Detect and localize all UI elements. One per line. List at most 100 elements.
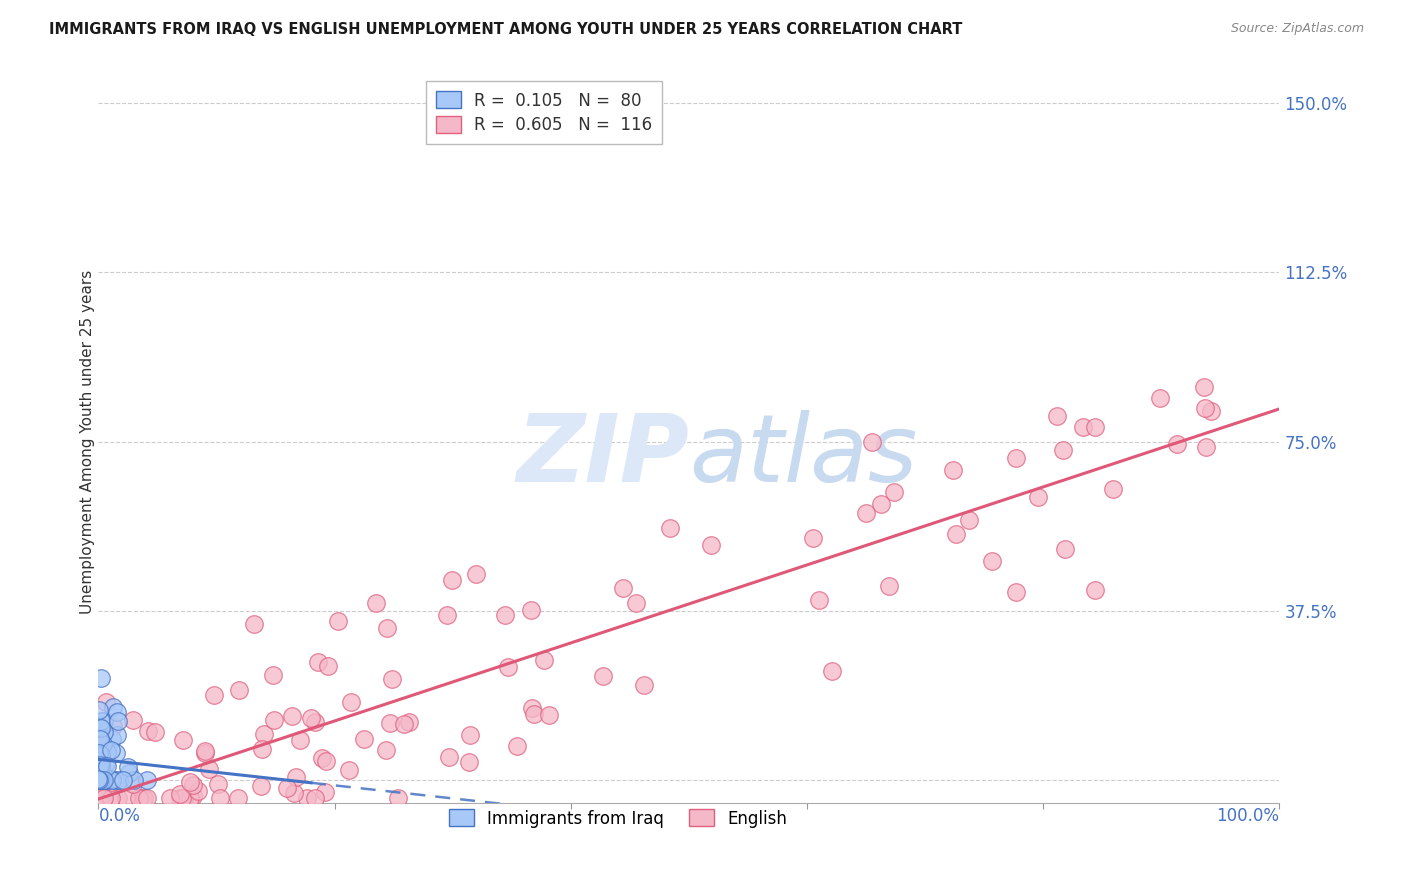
Point: [101, 774, 124, 789]
Point: [242, 616, 264, 631]
Point: [860, 435, 883, 450]
Point: [90, 741, 112, 756]
Point: [295, 791, 318, 805]
Point: [90, 757, 112, 772]
Point: [136, 791, 159, 805]
Legend: Immigrants from Iraq, English: Immigrants from Iraq, English: [443, 803, 794, 834]
Point: [801, 531, 824, 545]
Point: [249, 779, 271, 793]
Point: [93, 773, 115, 788]
Point: [304, 791, 326, 805]
Point: [122, 777, 145, 791]
Point: [89, 773, 111, 788]
Point: [498, 660, 520, 674]
Point: [464, 566, 486, 581]
Point: [288, 732, 311, 747]
Point: [1166, 437, 1188, 451]
Point: [87, 773, 110, 788]
Point: [100, 772, 122, 787]
Point: [437, 750, 460, 764]
Point: [87, 763, 110, 777]
Point: [87, 773, 110, 788]
Point: [96, 746, 118, 760]
Point: [194, 746, 217, 760]
Point: [169, 787, 191, 801]
Point: [91, 773, 114, 788]
Point: [91, 791, 114, 805]
Point: [101, 773, 124, 788]
Point: [981, 554, 1004, 568]
Point: [159, 791, 181, 805]
Point: [112, 773, 135, 788]
Point: [87, 717, 110, 731]
Point: [307, 656, 329, 670]
Point: [91, 737, 114, 751]
Point: [89, 732, 111, 747]
Point: [87, 773, 110, 788]
Point: [304, 715, 326, 730]
Point: [87, 736, 110, 750]
Point: [91, 772, 114, 786]
Point: [136, 723, 159, 738]
Point: [89, 755, 111, 769]
Point: [128, 791, 150, 805]
Point: [96, 756, 118, 770]
Point: [107, 714, 129, 729]
Point: [1084, 420, 1107, 434]
Point: [87, 740, 110, 755]
Point: [337, 763, 360, 777]
Point: [169, 791, 191, 805]
Point: [869, 497, 891, 511]
Point: [198, 763, 221, 777]
Point: [957, 512, 980, 526]
Point: [381, 672, 404, 686]
Point: [398, 715, 420, 730]
Point: [460, 728, 482, 742]
Point: [94, 773, 117, 788]
Point: [122, 773, 145, 788]
Point: [315, 755, 337, 769]
Point: [314, 785, 336, 799]
Point: [1102, 483, 1125, 497]
Point: [90, 736, 112, 750]
Point: [284, 770, 307, 784]
Point: [945, 527, 967, 541]
Point: [299, 711, 322, 725]
Point: [93, 746, 115, 760]
Point: [87, 772, 110, 787]
Point: [90, 773, 112, 788]
Point: [1046, 409, 1069, 424]
Point: [375, 621, 398, 635]
Point: [522, 701, 544, 715]
Point: [1083, 583, 1105, 598]
Point: [207, 777, 229, 791]
Point: [807, 593, 830, 607]
Point: [1071, 419, 1094, 434]
Point: [520, 602, 543, 616]
Point: [173, 791, 195, 805]
Point: [181, 789, 204, 804]
Point: [523, 706, 546, 721]
Point: [121, 713, 143, 727]
Point: [253, 727, 276, 741]
Point: [228, 683, 250, 698]
Point: [114, 791, 136, 805]
Point: [105, 747, 128, 761]
Point: [1005, 451, 1028, 466]
Point: [89, 756, 111, 771]
Point: [387, 791, 409, 805]
Point: [87, 770, 110, 784]
Point: [281, 708, 304, 723]
Point: [626, 596, 648, 610]
Point: [441, 573, 464, 587]
Point: [659, 521, 682, 535]
Point: [134, 791, 156, 805]
Point: [101, 700, 124, 714]
Point: [107, 791, 129, 805]
Point: [90, 714, 112, 728]
Point: [87, 762, 110, 776]
Point: [104, 773, 127, 788]
Point: [93, 724, 115, 739]
Point: [1195, 440, 1218, 454]
Point: [699, 538, 721, 552]
